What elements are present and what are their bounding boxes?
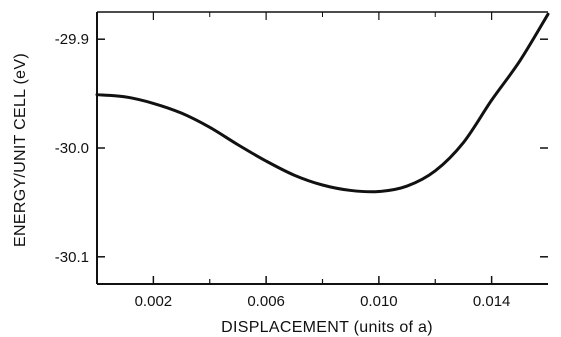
x-axis-label: DISPLACEMENT (units of a) (221, 319, 433, 336)
series-line (95, 12, 550, 194)
plot-frame (96, 11, 548, 285)
x-tick-label: 0.002 (135, 293, 173, 310)
y-tick-label: -29.9 (55, 31, 89, 48)
x-tick-label: 0.010 (360, 293, 398, 310)
y-axis-label: ENERGY/UNIT CELL (eV) (12, 53, 29, 247)
x-tick-label: 0.006 (247, 293, 285, 310)
axis-ticks: 0.002 0.006 0.010 0.014 -29.9 -30.0 -30.1 (55, 12, 548, 310)
y-tick-label: -30.0 (55, 140, 89, 157)
y-tick-label: -30.1 (55, 249, 89, 266)
series-group (95, 12, 550, 194)
x-tick-label: 0.014 (473, 293, 511, 310)
